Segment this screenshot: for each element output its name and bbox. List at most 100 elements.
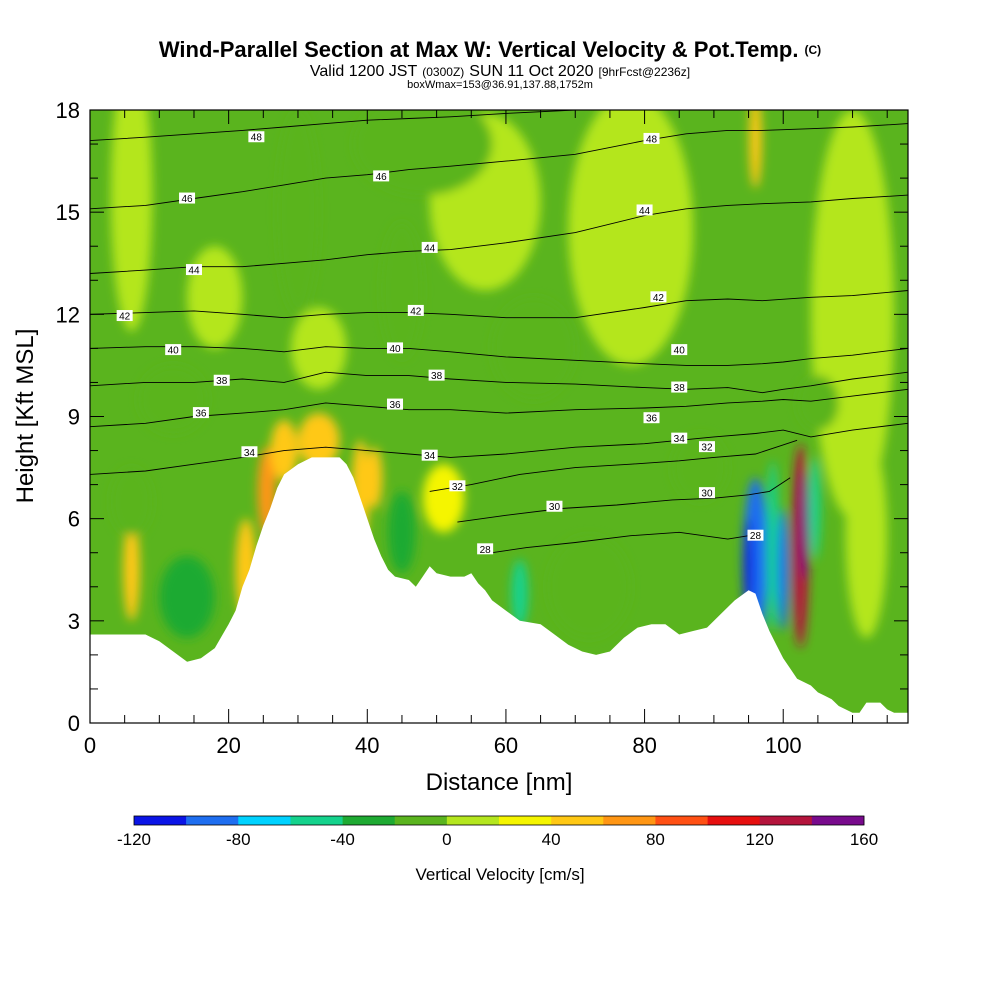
x-axis: 0 20 40 60 80 100 xyxy=(84,110,888,758)
isentrope-label: 40 xyxy=(165,344,182,357)
isentrope-line xyxy=(429,439,798,492)
colorbar-tick-label: -80 xyxy=(226,830,251,849)
velocity-cell xyxy=(138,365,208,434)
x-tick-label: 80 xyxy=(632,733,656,758)
x-tick-label: 60 xyxy=(494,733,518,758)
y-tick-label: 12 xyxy=(56,302,80,327)
isentrope-label: 48 xyxy=(248,131,265,144)
plot-content: 48 46 46 44 44 42 42 40 40 38 38 36 36 34 34 32 30 28 48 44… xyxy=(90,110,908,723)
velocity-cell xyxy=(749,110,762,189)
isentrope-label: 40 xyxy=(387,342,404,355)
velocity-cell xyxy=(845,433,888,638)
colorbar-swatch xyxy=(238,816,291,825)
colorbar-swatch xyxy=(811,816,865,825)
isentrope-label: 34 xyxy=(421,449,438,462)
velocity-cell xyxy=(365,447,383,509)
velocity-cell xyxy=(277,110,319,315)
isentrope-label: 34 xyxy=(241,446,258,459)
velocity-cell xyxy=(808,457,821,560)
y-tick-label: 15 xyxy=(56,200,80,225)
isentrope-label: 28 xyxy=(477,543,494,556)
svg-text:32: 32 xyxy=(701,443,713,454)
svg-text:38: 38 xyxy=(674,383,686,394)
svg-text:28: 28 xyxy=(480,545,492,556)
svg-text:44: 44 xyxy=(424,243,436,254)
velocity-cell xyxy=(110,110,153,332)
velocity-cell xyxy=(511,559,529,628)
isentrope-label: 34 xyxy=(671,432,688,445)
isentrope-line xyxy=(492,531,749,554)
svg-text:30: 30 xyxy=(701,489,713,500)
velocity-cell xyxy=(123,518,140,621)
x-tick-label: 40 xyxy=(355,733,379,758)
isentrope-line xyxy=(90,123,908,210)
velocity-cell xyxy=(568,110,694,366)
isentrope-line xyxy=(457,477,791,523)
y-tick-label: 3 xyxy=(68,609,80,634)
isentrope-labels: 48 46 46 44 44 42 42 40 40 38 38 36 36 34 34 32 30 28 48 44… xyxy=(116,131,764,556)
y-tick-label: 6 xyxy=(68,507,80,532)
colorbar-swatch xyxy=(759,816,813,825)
colorbar-tick-label: 0 xyxy=(442,830,451,849)
velocity-cell xyxy=(388,491,416,574)
svg-text:38: 38 xyxy=(431,371,443,382)
colorbar-swatch xyxy=(134,816,187,825)
svg-text:28: 28 xyxy=(750,531,762,542)
isentrope-label: 42 xyxy=(650,291,667,304)
colorbar-tick-label: 120 xyxy=(746,830,774,849)
isentrope-label: 38 xyxy=(428,369,445,382)
y-tick-label: 0 xyxy=(68,711,80,736)
colorbar-tick-label: -120 xyxy=(117,830,151,849)
isentrope-label: 28 xyxy=(747,529,764,542)
isentrope-label: 40 xyxy=(671,344,688,357)
isentrope-label: 30 xyxy=(698,487,715,500)
svg-text:32: 32 xyxy=(452,482,464,493)
title-mark: (C) xyxy=(804,43,821,57)
isentrope-label: 32 xyxy=(698,441,715,454)
chart-subtitle: Valid 1200 JST (0300Z) SUN 11 Oct 2020 [9hr… xyxy=(310,63,690,80)
isentrope-label: 38 xyxy=(213,374,230,387)
colorbar-tick-label: -40 xyxy=(330,830,355,849)
isentrope-label: 46 xyxy=(179,192,196,205)
svg-text:34: 34 xyxy=(674,434,686,445)
svg-text:36: 36 xyxy=(389,400,401,411)
svg-text:42: 42 xyxy=(653,293,665,304)
isentrope-label: 42 xyxy=(407,304,424,317)
isentrope-line xyxy=(90,290,908,319)
velocity-cell xyxy=(777,508,789,632)
svg-text:48: 48 xyxy=(646,134,658,145)
y-axis-title: Height [Kft MSL] xyxy=(12,329,39,504)
svg-text:46: 46 xyxy=(376,172,388,183)
colorbar-swatch xyxy=(342,816,396,825)
y-tick-label: 18 xyxy=(56,98,80,123)
chart-subtitle-box: boxWmax=153@36.91,137.88,1752m xyxy=(407,79,593,91)
x-axis-title: Distance [nm] xyxy=(426,769,573,796)
velocity-cell xyxy=(110,467,153,536)
colorbar-swatch xyxy=(290,816,343,825)
isentrope-label: 36 xyxy=(387,398,404,411)
colorbar-tick-label: 160 xyxy=(850,830,878,849)
isentrope-label: 48 xyxy=(643,132,660,145)
colorbar-swatch xyxy=(446,816,500,825)
y-tick-label: 9 xyxy=(68,405,80,430)
isentrope-label: 42 xyxy=(116,310,133,323)
svg-text:44: 44 xyxy=(639,206,651,217)
isentrope-label: 36 xyxy=(643,412,660,425)
x-tick-label: 20 xyxy=(216,733,240,758)
colorbar-tick-label: 80 xyxy=(646,830,665,849)
isentrope-line xyxy=(90,388,908,428)
terrain xyxy=(90,457,908,723)
velocity-cell xyxy=(381,222,423,359)
velocity-cell xyxy=(291,307,347,390)
x-tick-label: 0 xyxy=(84,733,96,758)
isentrope-label: 44 xyxy=(421,241,438,254)
svg-text:48: 48 xyxy=(251,133,263,144)
svg-text:42: 42 xyxy=(410,306,422,317)
isentrope-label: 30 xyxy=(546,500,563,513)
svg-text:40: 40 xyxy=(674,346,686,357)
colorbar: -120 -80 -40 0 40 80 120 160 xyxy=(117,815,878,849)
chart-title: Wind-Parallel Section at Max W: Vertical… xyxy=(159,37,821,62)
svg-text:30: 30 xyxy=(549,502,561,513)
